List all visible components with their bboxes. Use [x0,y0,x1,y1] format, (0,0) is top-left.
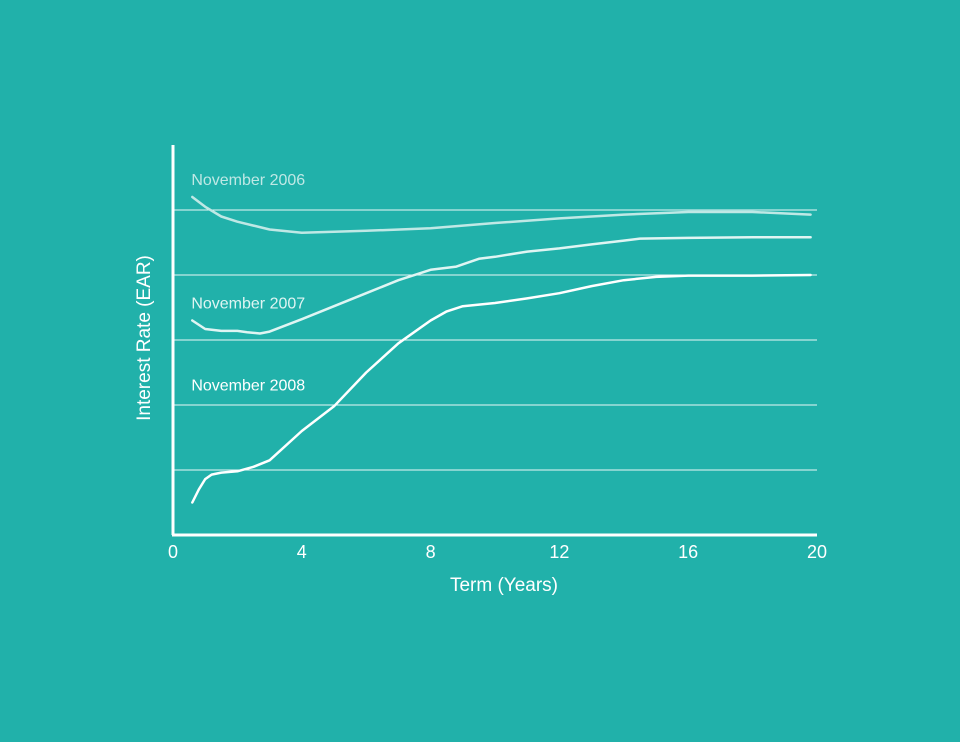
series-labels: November 2006 November 2007 November 2008 [191,172,305,395]
y-axis-title: Interest Rate (EAR) [134,255,155,421]
series-line-3 [191,273,812,504]
series-lines [191,195,812,504]
x-tick-label-20: 20 [807,542,827,562]
x-tick-label-16: 16 [678,542,698,562]
x-tick-label-8: 8 [426,542,436,562]
gridlines [173,209,817,471]
x-tick-label-0: 0 [168,542,178,562]
x-tick-label-4: 4 [297,542,307,562]
series-line-1 [191,195,812,235]
x-tick-label-12: 12 [549,542,569,562]
series-line-2 [191,236,812,335]
axes [171,145,817,537]
x-tick-labels: 0 4 8 12 16 20 [168,542,827,562]
series-label-1: November 2006 [191,172,305,189]
series-label-3: November 2008 [191,378,305,395]
series-label-2: November 2007 [191,296,305,313]
x-axis-title: Term (Years) [450,575,558,596]
